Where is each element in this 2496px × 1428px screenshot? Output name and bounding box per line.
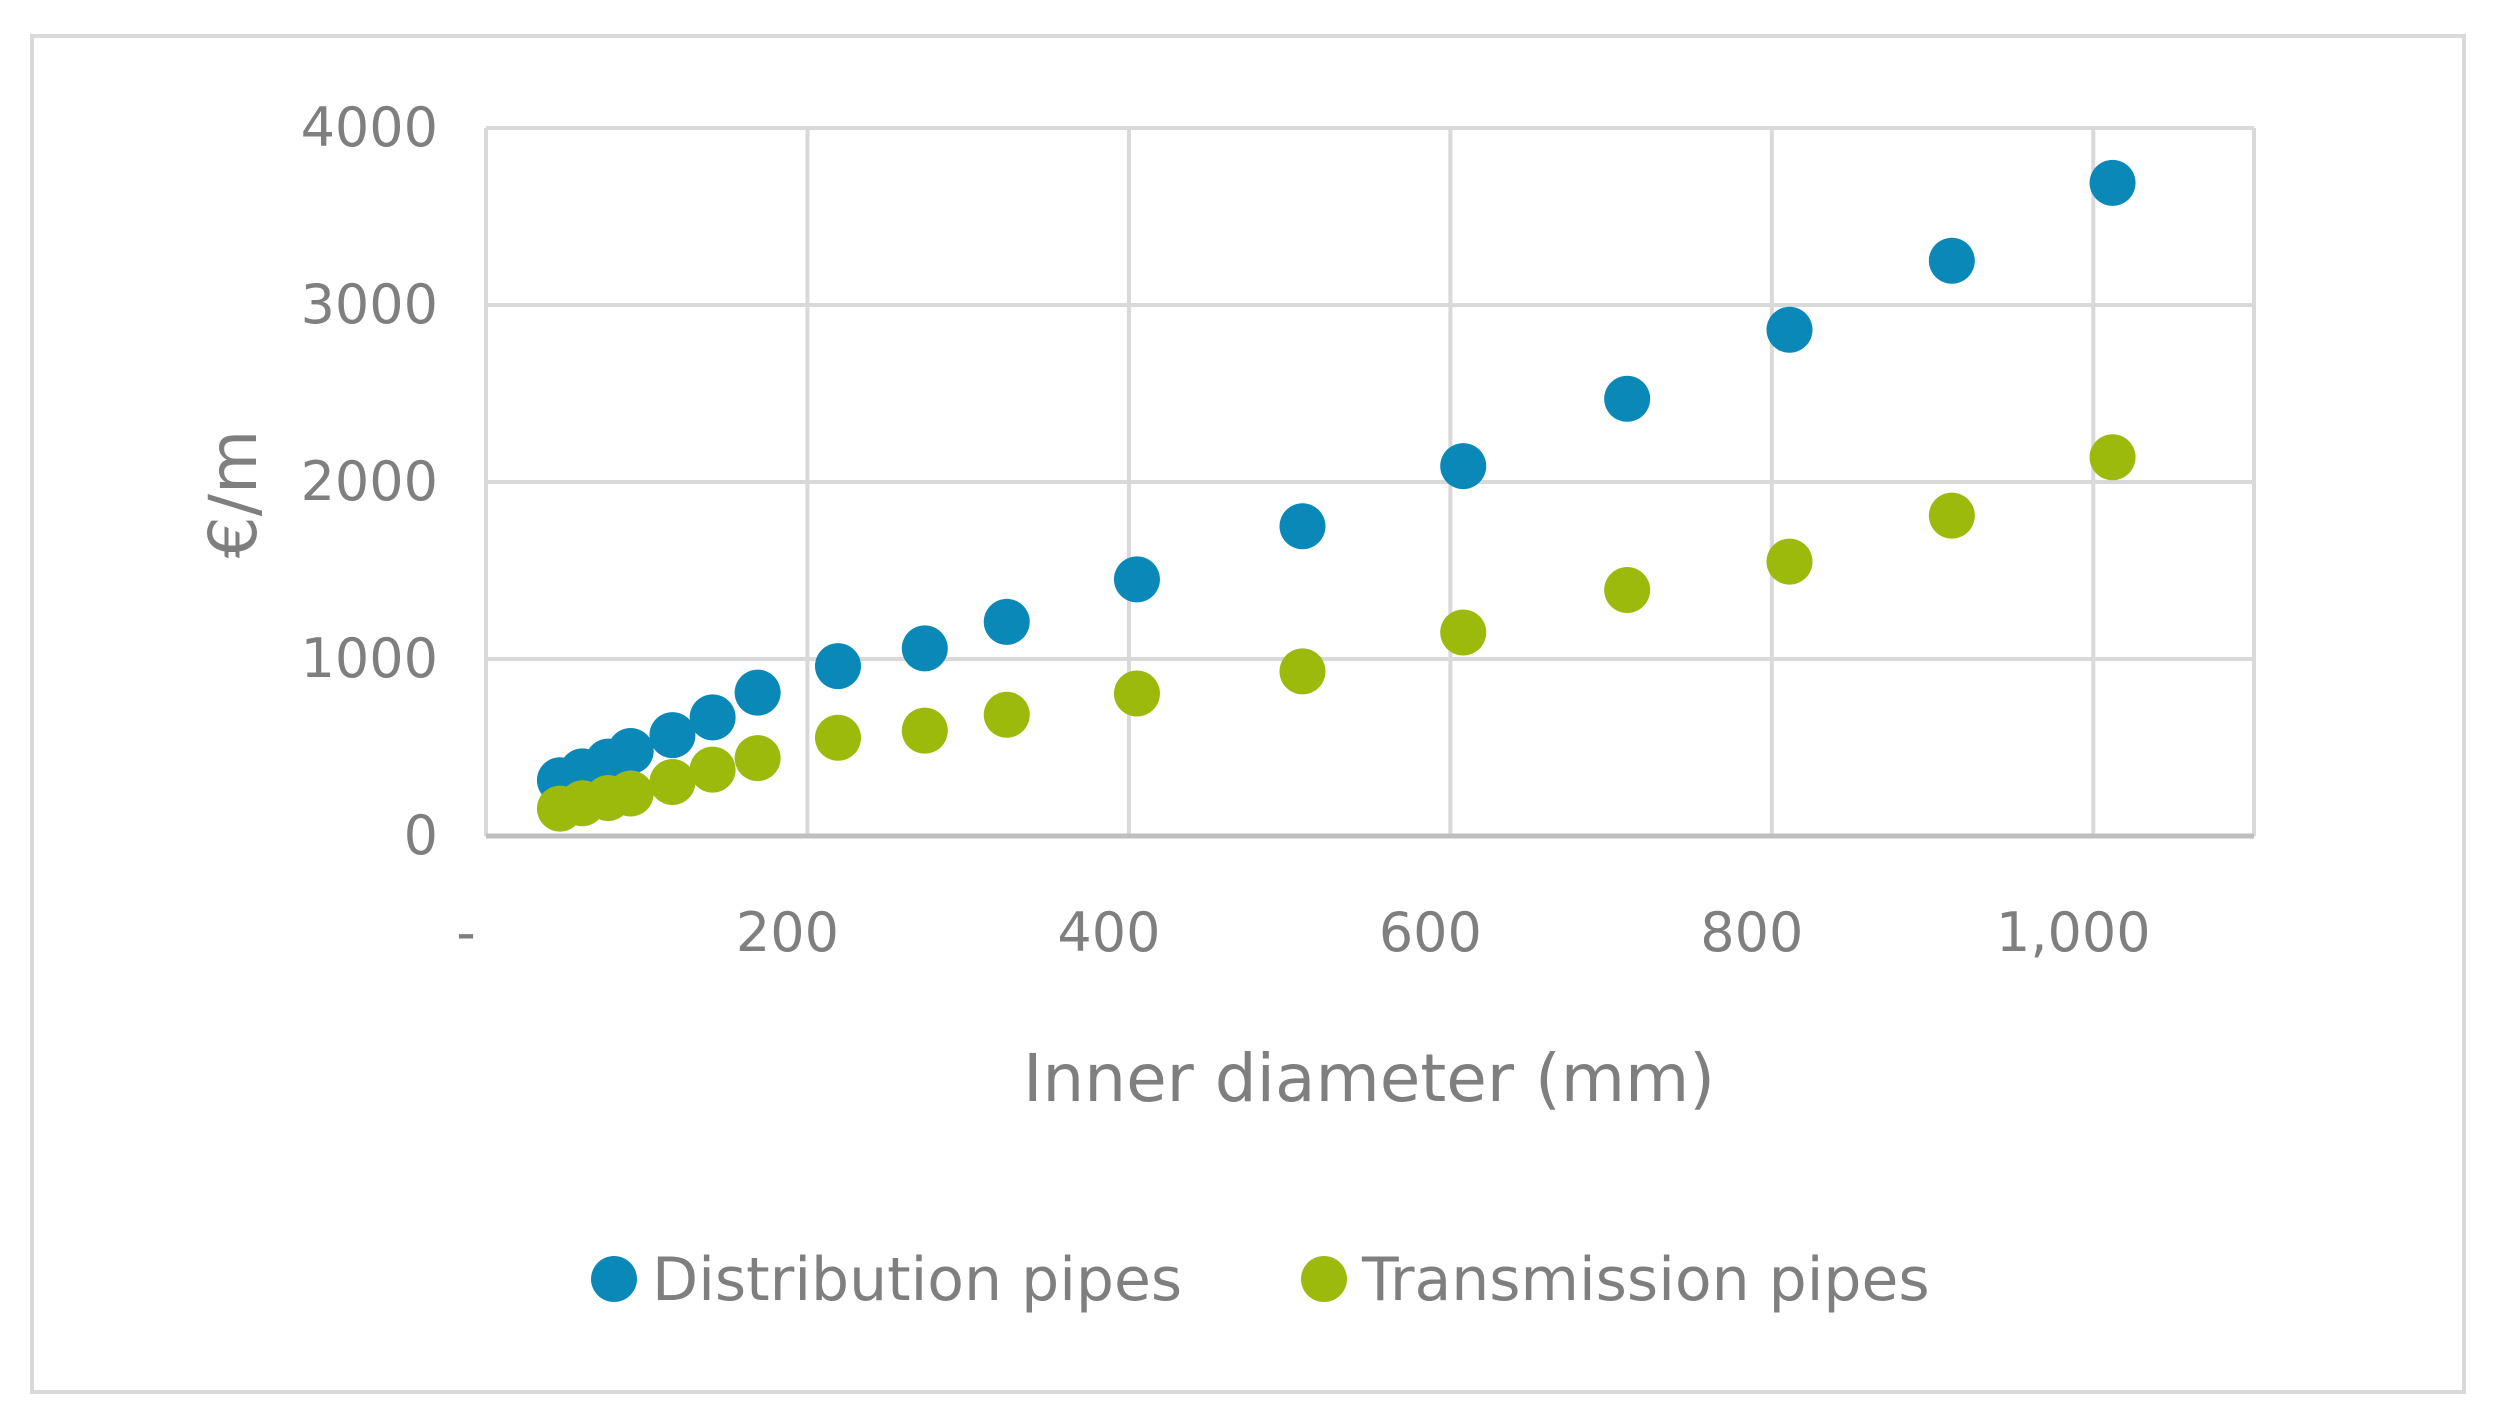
- transmission-point: [734, 735, 781, 782]
- data-points: [536, 159, 2136, 832]
- legend: Distribution pipes Transmission pipes: [591, 1245, 1930, 1315]
- distribution-point: [1766, 306, 1813, 353]
- legend-item-distribution: Distribution pipes: [591, 1245, 1182, 1315]
- distribution-point: [1440, 443, 1487, 490]
- legend-label-transmission: Transmission pipes: [1361, 1245, 1930, 1315]
- x-tick-label: 600: [1379, 901, 1482, 964]
- legend-item-transmission: Transmission pipes: [1301, 1245, 1930, 1315]
- transmission-point: [689, 746, 736, 793]
- transmission-point: [901, 707, 948, 754]
- x-axis-title: Inner diameter (mm): [1023, 1040, 1715, 1117]
- transmission-point: [1113, 670, 1160, 717]
- transmission-point: [1928, 492, 1975, 539]
- scatter-chart: 0 1000 2000 3000 4000 - 200 400 600 800 1,000 Inne…: [195, 96, 2256, 1315]
- distribution-point: [814, 643, 861, 690]
- distribution-point: [1279, 503, 1326, 550]
- x-tick-label: 800: [1700, 901, 1803, 964]
- distribution-point: [2089, 159, 2136, 206]
- distribution-point: [689, 694, 736, 741]
- transmission-point: [607, 770, 654, 817]
- y-tick-label: 0: [404, 804, 438, 867]
- distribution-point: [649, 712, 696, 759]
- tick-labels: 0 1000 2000 3000 4000 - 200 400 600 800 1,000: [301, 96, 2151, 964]
- distribution-point: [1113, 556, 1160, 603]
- transmission-point: [2089, 434, 2136, 481]
- distribution-point: [607, 728, 654, 775]
- transmission-point: [1604, 566, 1651, 613]
- y-axis-title: €/m: [195, 430, 272, 559]
- x-tick-label: 400: [1057, 901, 1160, 964]
- distribution-point: [734, 669, 781, 716]
- distribution-point: [1928, 237, 1975, 284]
- x-tick-label: -: [456, 901, 476, 964]
- y-tick-label: 4000: [301, 96, 438, 159]
- chart-area: 0 1000 2000 3000 4000 - 200 400 600 800 1,000 Inne…: [30, 34, 2466, 1394]
- legend-label-distribution: Distribution pipes: [652, 1245, 1182, 1315]
- y-tick-label: 1000: [301, 627, 438, 690]
- legend-marker-transmission: [1301, 1256, 1347, 1302]
- transmission-point: [1766, 538, 1813, 585]
- distribution-point: [1604, 375, 1651, 422]
- legend-marker-distribution: [591, 1256, 637, 1302]
- distribution-point: [983, 598, 1030, 645]
- gridlines: [484, 126, 2256, 836]
- transmission-point: [1279, 648, 1326, 695]
- transmission-point: [983, 691, 1030, 738]
- transmission-point: [814, 714, 861, 761]
- x-tick-label: 200: [736, 901, 839, 964]
- y-tick-label: 2000: [301, 450, 438, 513]
- distribution-point: [901, 625, 948, 672]
- x-tick-label: 1,000: [1996, 901, 2151, 964]
- transmission-point: [1440, 609, 1487, 656]
- y-tick-label: 3000: [301, 273, 438, 336]
- transmission-point: [649, 759, 696, 806]
